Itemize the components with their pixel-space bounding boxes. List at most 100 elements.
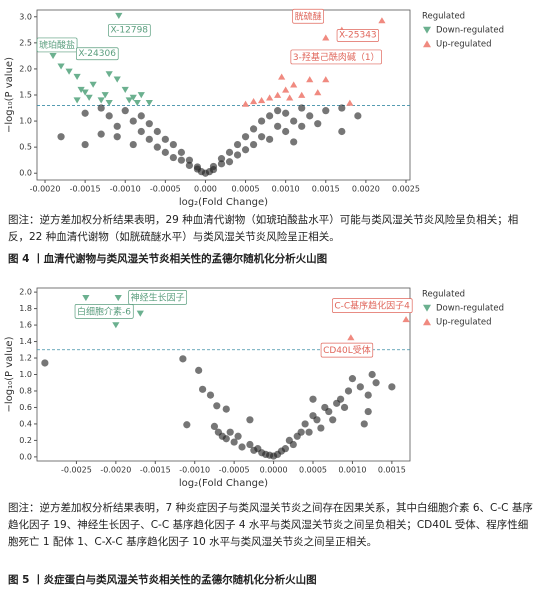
x-tick-label: 0.0010 [272, 185, 300, 194]
point [49, 53, 57, 60]
x-tick-label: 0.0025 [392, 185, 420, 194]
x-tick-label: -0.0015 [70, 185, 101, 194]
point [177, 148, 185, 156]
point [340, 403, 349, 412]
point [282, 109, 290, 117]
point [281, 445, 290, 453]
annotation: 白细胞介素-6 [74, 304, 134, 319]
point [101, 92, 109, 99]
x-tick-label: -0.0010 [110, 185, 141, 194]
annotation-label: CD40L受体 [323, 344, 371, 356]
volcano-chart: -0.0025 -0.0020 -0.0015 -0.0010 -0.0005 0.000… [4, 287, 504, 489]
legend-label: Down-regulated [436, 304, 504, 314]
point [364, 391, 372, 399]
point [258, 96, 266, 104]
y-tick-label: 1.2 [19, 354, 32, 363]
point [241, 100, 250, 107]
point [241, 146, 250, 154]
point [113, 133, 121, 141]
point [82, 295, 90, 302]
point [322, 34, 330, 41]
point [133, 99, 141, 107]
point [145, 99, 153, 107]
annotation-label: 白细胞介素-6 [77, 305, 131, 317]
point [206, 391, 215, 399]
point [286, 94, 294, 101]
point [153, 143, 161, 151]
point [347, 334, 355, 341]
point [230, 438, 238, 446]
annotation-label: X-25343 [339, 31, 377, 41]
x-tick-label: 0.0005 [232, 185, 260, 194]
point [354, 112, 362, 120]
annotation: 胱硫醚 [292, 8, 324, 24]
point [306, 76, 314, 83]
y-tick-label: 2.0 [19, 64, 32, 73]
annotation-box [76, 47, 119, 61]
x-tick-label: -0.0010 [179, 466, 210, 475]
x-tick-label: 0.0015 [312, 185, 340, 194]
point [85, 94, 93, 101]
point [246, 440, 254, 449]
point [113, 122, 121, 130]
point [77, 86, 85, 94]
x-tick-label: 0.0015 [378, 466, 406, 475]
point [73, 73, 81, 80]
point [246, 416, 254, 424]
y-axis-label: −log₁₀(P value) [4, 57, 15, 133]
annotation-box [74, 304, 134, 319]
point [179, 355, 187, 363]
point [337, 395, 345, 403]
annotation-box [36, 37, 78, 53]
annotation-box [336, 29, 380, 42]
point [81, 109, 89, 117]
point [136, 310, 144, 317]
annotation: X-24306 [76, 47, 119, 61]
point [185, 161, 194, 169]
point [233, 140, 242, 149]
annotation-box [128, 290, 188, 305]
point [129, 117, 137, 125]
annotation-label: X-12798 [110, 25, 148, 35]
point [97, 104, 105, 112]
point [97, 97, 105, 104]
y-tick-label: 0.0 [19, 452, 32, 461]
point [217, 155, 226, 163]
point [226, 428, 234, 436]
point [298, 104, 306, 112]
y-tick-label: 1.6 [19, 321, 32, 330]
annotation: 琥珀酸盐 [36, 37, 78, 53]
point [356, 383, 364, 391]
point [225, 148, 234, 156]
point [195, 366, 203, 374]
point [137, 92, 145, 99]
point [388, 383, 396, 391]
point [309, 395, 317, 403]
annotation-label: 琥珀酸盐 [39, 39, 75, 51]
point [364, 407, 372, 416]
y-tick-label: 0.8 [19, 386, 32, 395]
y-tick-label: 1.8 [19, 304, 32, 313]
point [161, 148, 169, 156]
point [199, 385, 207, 393]
y-tick-label: 0.0 [19, 169, 32, 178]
point [313, 416, 321, 424]
point [278, 73, 286, 80]
legend-label: Down-regulated [436, 26, 504, 36]
point [290, 81, 298, 88]
point [290, 117, 298, 125]
x-tick-label: -0.0015 [140, 466, 171, 475]
point [81, 89, 89, 96]
annotation: 3-羟基己酰肉碱（1） [290, 49, 382, 65]
x-tick-label: -0.0020 [100, 466, 131, 475]
point [258, 117, 266, 125]
point [274, 107, 282, 115]
point [210, 422, 219, 430]
legend-marker [423, 26, 431, 34]
y-tick-label: 0.5 [19, 143, 32, 152]
y-tick-label: 1.0 [19, 117, 32, 126]
point [402, 316, 410, 323]
x-axis-label: log₂(Fold Change) [179, 197, 268, 208]
volcano-chart: -0.0020 -0.0015 -0.0010 -0.0005 0.000 0.0005 0… [4, 8, 504, 208]
point [105, 99, 113, 107]
